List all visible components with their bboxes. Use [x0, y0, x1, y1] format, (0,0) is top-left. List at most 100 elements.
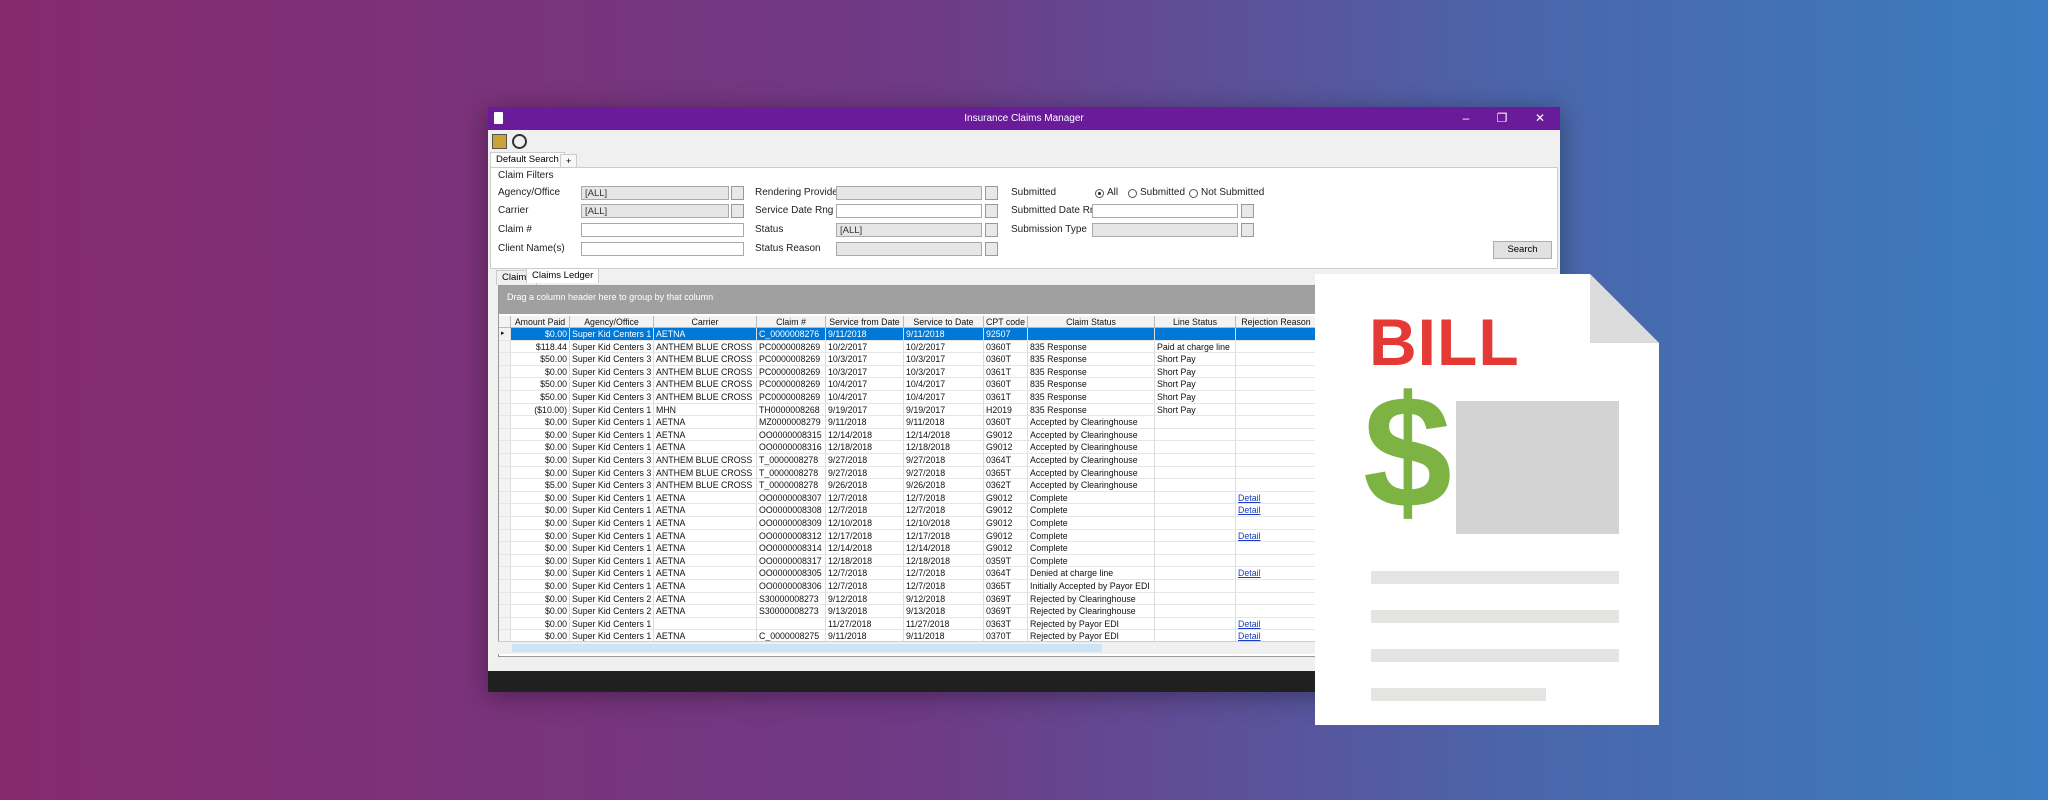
column-header[interactable]: Agency/Office	[570, 316, 654, 328]
grid-cell: $0.00	[511, 517, 570, 530]
grid-cell: G9012	[984, 491, 1028, 505]
lookup-button[interactable]	[1241, 223, 1254, 237]
grid-cell: 9/26/2018	[904, 479, 984, 492]
grid-cell	[1155, 542, 1236, 555]
grid-cell: AETNA	[654, 529, 757, 543]
grid-cell: G9012	[984, 441, 1028, 454]
detail-link[interactable]: Detail	[1236, 491, 1317, 505]
detail-link[interactable]: Detail	[1236, 567, 1317, 580]
grid-cell	[1155, 567, 1236, 580]
detail-link[interactable]: Detail	[1236, 529, 1317, 543]
column-header[interactable]: Claim #	[757, 316, 826, 328]
grid-cell: Complete	[1028, 542, 1155, 555]
tab[interactable]: Default Search	[490, 152, 565, 167]
column-header[interactable]: Service to Date	[904, 316, 984, 328]
grid-cell: $5.00	[511, 479, 570, 492]
grid-cell: 12/18/2018	[826, 441, 904, 454]
grid-cell: Rejected by Payor EDI	[1028, 617, 1155, 631]
h-scrollbar[interactable]	[498, 641, 1550, 654]
field-label: Status	[755, 224, 784, 235]
grid-cell: OO0000008306	[757, 580, 826, 593]
radio-label[interactable]: Not Submitted	[1201, 187, 1265, 198]
client-input[interactable]	[581, 242, 744, 256]
minimize-button[interactable]: –	[1462, 111, 1470, 125]
grid-cell: 835 Response	[1028, 365, 1155, 379]
grid-cell: Super Kid Centers 3	[570, 479, 654, 492]
radio-label[interactable]: Submitted	[1140, 187, 1186, 198]
lookup-button[interactable]	[985, 223, 998, 237]
grid-cell: 0369T	[984, 605, 1028, 618]
grid-cell: $118.44	[511, 340, 570, 354]
tab[interactable]: Claims Ledger	[526, 268, 600, 283]
grid-cell: $0.00	[511, 529, 570, 543]
column-header[interactable]: Rejection Reason	[1236, 316, 1317, 328]
grid-cell: Super Kid Centers 1	[570, 328, 654, 341]
grid-cell: 12/17/2018	[904, 529, 984, 543]
column-header[interactable]: CPT code	[984, 316, 1028, 328]
provider-select[interactable]	[836, 186, 982, 200]
grid-cell: 10/3/2017	[904, 365, 984, 379]
grid-cell: 12/18/2018	[904, 441, 984, 454]
grid-cell: Complete	[1028, 517, 1155, 530]
grid-cell: Short Pay	[1155, 378, 1236, 391]
row-indicator: ▸	[499, 328, 511, 341]
grid-cell: 12/17/2018	[826, 529, 904, 543]
grid-cell: 9/11/2018	[826, 328, 904, 341]
grid-cell: C_0000008276	[757, 328, 826, 341]
radio-label[interactable]: All	[1107, 187, 1119, 198]
search-icon[interactable]	[512, 134, 527, 149]
grid-cell: 10/4/2017	[904, 378, 984, 391]
grid-cell	[1236, 441, 1317, 454]
grid-cell	[1155, 517, 1236, 530]
row-indicator	[499, 353, 511, 366]
radio[interactable]	[1189, 189, 1198, 198]
grid-cell: 9/26/2018	[826, 479, 904, 492]
date-range[interactable]	[1092, 204, 1238, 218]
grid-cell: Super Kid Centers 1	[570, 441, 654, 454]
row-header	[499, 316, 511, 328]
grid-cell: OO0000008307	[757, 491, 826, 505]
date-range[interactable]	[836, 204, 982, 218]
grid-cell: 0360T	[984, 416, 1028, 429]
restore-button[interactable]: ❐	[1496, 111, 1508, 125]
title-bar: Insurance Claims Manager	[488, 107, 1560, 130]
range-button[interactable]	[985, 204, 998, 218]
window-title: Insurance Claims Manager	[964, 113, 1084, 124]
column-header[interactable]: Claim Status	[1028, 316, 1155, 328]
grid-cell: $50.00	[511, 353, 570, 366]
lookup-button[interactable]	[731, 186, 744, 200]
radio[interactable]	[1128, 189, 1137, 198]
tool-icon[interactable]	[492, 134, 507, 149]
lookup-button[interactable]	[985, 186, 998, 200]
close-button[interactable]: ✕	[1534, 111, 1546, 125]
grid-cell	[1236, 391, 1317, 404]
reason-select[interactable]	[836, 242, 982, 256]
claim-input[interactable]	[581, 223, 744, 237]
image-placeholder	[1456, 401, 1619, 534]
range-button[interactable]	[1241, 204, 1254, 218]
grid-cell: 11/27/2018	[826, 617, 904, 631]
grid-cell: Super Kid Centers 3	[570, 466, 654, 480]
search-button[interactable]: Search	[1493, 241, 1552, 259]
detail-link[interactable]: Detail	[1236, 504, 1317, 517]
agency-select[interactable]: [ALL]	[581, 186, 729, 200]
column-header[interactable]: Service from Date	[826, 316, 904, 328]
carrier-select[interactable]: [ALL]	[581, 204, 729, 218]
lookup-button[interactable]	[731, 204, 744, 218]
column-header[interactable]: Line Status	[1155, 316, 1236, 328]
column-header[interactable]: Carrier	[654, 316, 757, 328]
status-select[interactable]: [ALL]	[836, 223, 982, 237]
field-label: Carrier	[498, 205, 529, 216]
grid-cell: 10/3/2017	[826, 365, 904, 379]
radio[interactable]	[1095, 189, 1104, 198]
grid-cell: 9/27/2018	[826, 466, 904, 480]
grid-cell: Accepted by Clearinghouse	[1028, 466, 1155, 480]
type-select[interactable]	[1092, 223, 1238, 237]
column-header[interactable]: Amount Paid	[511, 316, 570, 328]
tab-add[interactable]: +	[560, 154, 578, 167]
grid-cell	[1236, 353, 1317, 366]
detail-link[interactable]: Detail	[1236, 617, 1317, 631]
lookup-button[interactable]	[985, 242, 998, 256]
grid-cell: $0.00	[511, 605, 570, 618]
scroll-thumb[interactable]	[512, 644, 1102, 652]
